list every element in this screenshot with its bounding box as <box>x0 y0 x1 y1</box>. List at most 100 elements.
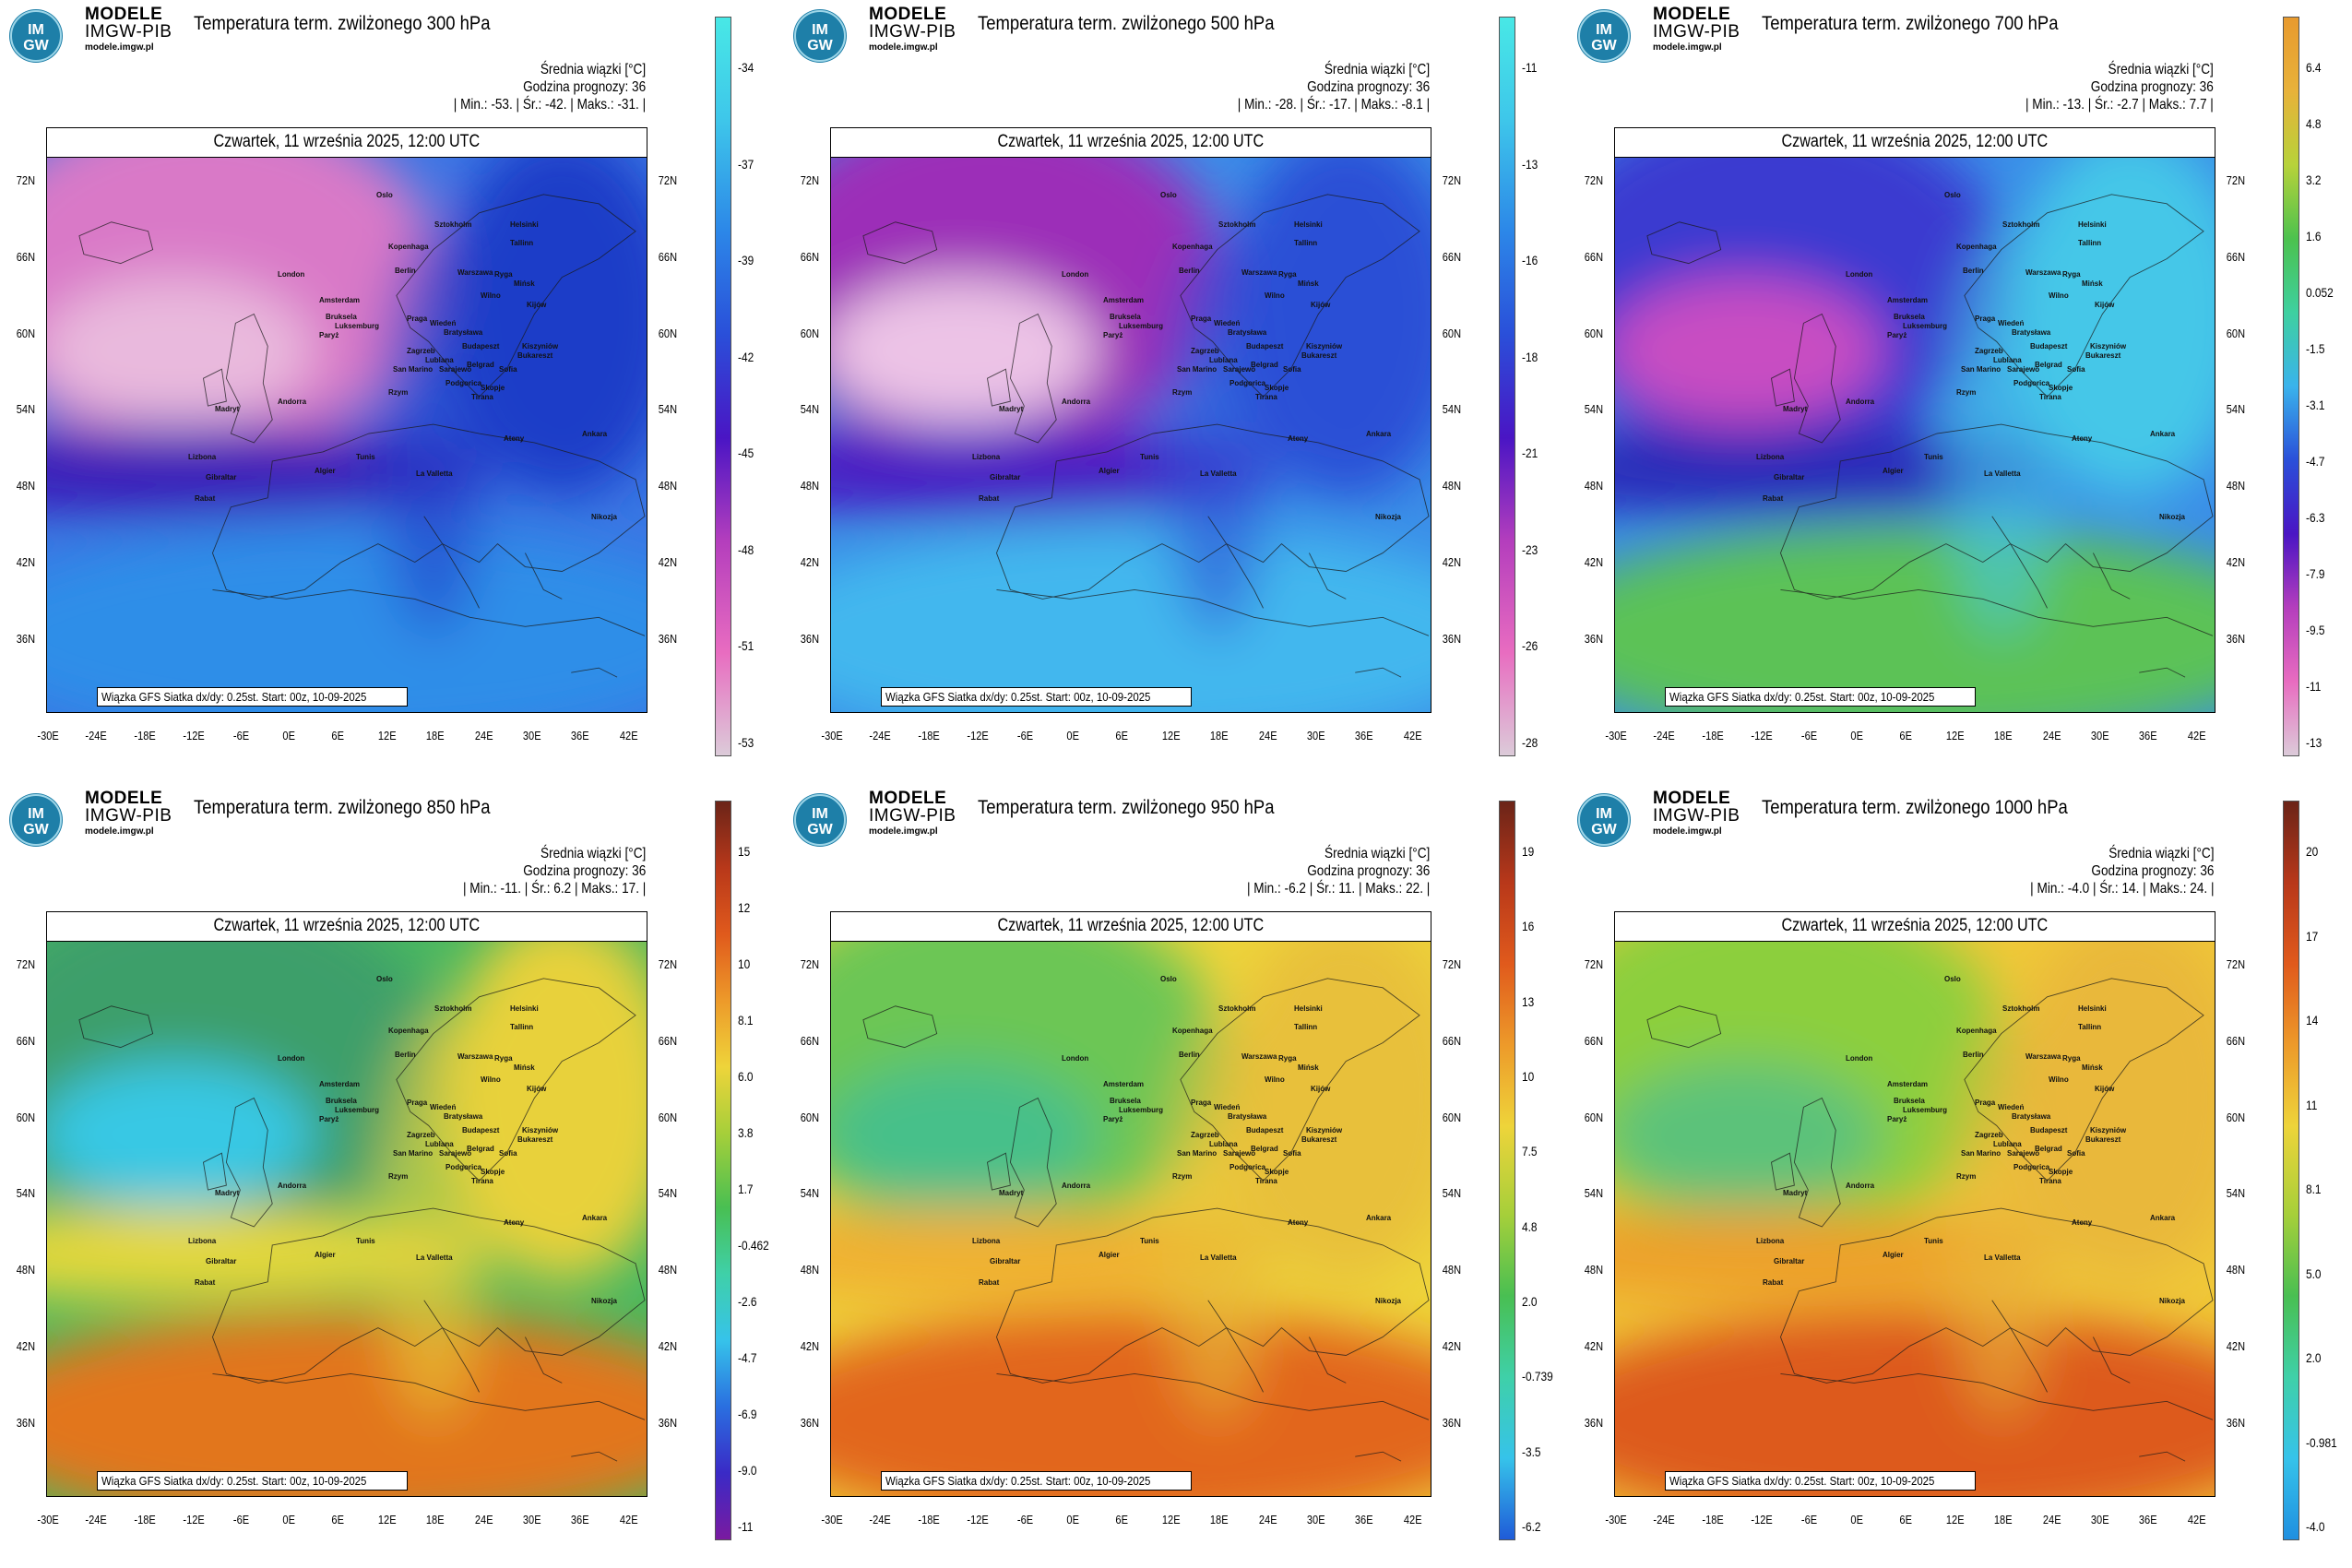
temperature-field <box>1615 942 2215 1496</box>
city-label: Budapeszt <box>462 1126 500 1134</box>
colorbar-tick: -13 <box>1522 156 1538 172</box>
longitude-label: 24E <box>474 1513 493 1526</box>
longitude-label: 42E <box>2187 1513 2206 1526</box>
brand-url[interactable]: modele.imgw.pl <box>85 826 154 837</box>
latitude-label-left: 42N <box>800 555 820 569</box>
city-label: Belgrad <box>467 1145 494 1153</box>
brand-url[interactable]: modele.imgw.pl <box>1653 826 1722 837</box>
latitude-label-right: 66N <box>2226 1034 2246 1048</box>
city-label: Madryt <box>215 405 240 413</box>
colorbar-tick: -3.1 <box>2306 398 2325 412</box>
latitude-label-right: 60N <box>1442 1111 1462 1124</box>
brand-url[interactable]: modele.imgw.pl <box>869 826 938 837</box>
city-label: Bratysława <box>1228 1112 1267 1121</box>
city-label: Rabat <box>1763 1278 1784 1287</box>
city-label: Mińsk <box>1298 1063 1319 1072</box>
city-label: Algier <box>315 467 336 475</box>
longitude-label: 12E <box>1945 729 1965 742</box>
city-label: Sarajewo <box>1223 1149 1256 1158</box>
map-area[interactable]: London Amsterdam Bruksela Paryż Luksemburg Os… <box>830 941 1431 1497</box>
city-label: Kijów <box>527 1085 547 1093</box>
longitude-label: 42E <box>619 729 638 742</box>
city-label: Oslo <box>1160 975 1177 983</box>
latitude-label-right: 36N <box>1442 1416 1462 1430</box>
map-area[interactable]: London Amsterdam Bruksela Paryż Luksemburg Os… <box>46 157 647 713</box>
longitude-label: 30E <box>522 1513 541 1526</box>
city-label: Bratysława <box>444 1112 483 1121</box>
colorbar <box>1499 801 1515 1540</box>
city-label: Rzym <box>1172 388 1193 397</box>
stats-block: Średnia wiązki [°C] Godzina prognozy: 36 |… <box>454 61 646 113</box>
latitude-label-right: 54N <box>1442 1186 1462 1200</box>
imgw-logo-icon: IMGW <box>793 9 847 63</box>
city-label: Tirana <box>1255 1177 1277 1185</box>
temperature-field <box>47 942 647 1496</box>
longitude-label: 18E <box>425 1513 445 1526</box>
city-label: Tunis <box>1140 1237 1159 1245</box>
city-label: Helsinki <box>510 220 539 229</box>
map-area[interactable]: London Amsterdam Bruksela Paryż Luksemburg Os… <box>1614 941 2215 1497</box>
city-label: Kiszyniów <box>2090 1126 2127 1134</box>
forecast-hour: Godzina prognozy: 36 <box>522 79 646 95</box>
city-label: Bruksela <box>1110 313 1141 321</box>
city-label: Berlin <box>1963 267 1984 275</box>
city-label: Madryt <box>215 1189 240 1197</box>
longitude-label: 0E <box>1066 729 1079 742</box>
map-area[interactable]: London Amsterdam Bruksela Paryż Luksemburg Os… <box>1614 157 2215 713</box>
city-label: Luksemburg <box>1119 1106 1164 1114</box>
city-label: Zagrzeb <box>1975 1131 2003 1139</box>
longitude-label: 6E <box>1899 729 1912 742</box>
imgw-logo-icon: IMGW <box>793 793 847 847</box>
city-label: Kijów <box>1311 1085 1331 1093</box>
city-label: Bratysława <box>2012 1112 2051 1121</box>
latitude-label-left: 66N <box>1584 250 1604 264</box>
date-header: Czwartek, 11 września 2025, 12:00 UTC <box>830 127 1431 157</box>
longitude-label: -6E <box>1800 1513 1818 1526</box>
city-label: Skopje <box>1265 384 1289 392</box>
date-header: Czwartek, 11 września 2025, 12:00 UTC <box>46 127 647 157</box>
city-label: Kiszyniów <box>1306 1126 1343 1134</box>
colorbar-tick: -21 <box>1522 445 1538 461</box>
longitude-label: -12E <box>1751 729 1773 742</box>
imgw-logo-icon: IMGW <box>1577 793 1631 847</box>
longitude-label: -18E <box>918 1513 940 1526</box>
city-label: Praga <box>1975 315 1996 323</box>
longitude-label: 42E <box>619 1513 638 1526</box>
temperature-field <box>47 158 647 712</box>
brand-url[interactable]: modele.imgw.pl <box>85 42 154 53</box>
longitude-label: 12E <box>377 1513 397 1526</box>
latitude-label-right: 54N <box>658 1186 678 1200</box>
brand-url[interactable]: modele.imgw.pl <box>869 42 938 53</box>
city-label: Lizbona <box>972 453 1001 461</box>
latitude-label-right: 72N <box>658 957 678 971</box>
forecast-hour: Godzina prognozy: 36 <box>522 863 646 879</box>
map-area[interactable]: London Amsterdam Bruksela Paryż Luksemburg Os… <box>830 157 1431 713</box>
city-label: Kijów <box>2095 1085 2115 1093</box>
temperature-field <box>831 158 1431 712</box>
city-label: Helsinki <box>2078 1004 2107 1013</box>
brand-url[interactable]: modele.imgw.pl <box>1653 42 1722 53</box>
longitude-label: 6E <box>1115 1513 1128 1526</box>
latitude-label-left: 36N <box>800 1416 820 1430</box>
city-label: Sarajewo <box>1223 365 1256 374</box>
city-label: Rabat <box>979 1278 1000 1287</box>
map-panel: IM GW MODELE IMGW-PIB modele.imgw.pl Temperat… <box>0 784 784 1568</box>
city-label: Wilno <box>2049 291 2069 300</box>
city-label: Tunis <box>356 453 375 461</box>
date-text: Czwartek, 11 września 2025, 12:00 UTC <box>213 132 481 151</box>
map-area[interactable]: London Amsterdam Bruksela Paryż Luksemburg Os… <box>46 941 647 1497</box>
latitude-label-right: 48N <box>2226 479 2246 493</box>
longitude-label: -6E <box>232 729 250 742</box>
colorbar-tick: 2.0 <box>1522 1294 1538 1309</box>
subtitle: Średnia wiązki [°C] <box>540 62 646 77</box>
model-footer: Wiązka GFS Siatka dx/dy: 0.25st. Start: … <box>881 687 1192 707</box>
city-label: Ryga <box>1278 1054 1297 1063</box>
colorbar-tick: 11 <box>2306 1097 2318 1112</box>
city-label: London <box>1846 1054 1873 1063</box>
city-label: Belgrad <box>1251 361 1278 369</box>
stats-block: Średnia wiązki [°C] Godzina prognozy: 36 |… <box>1238 61 1430 113</box>
city-label: Wiedeń <box>1214 1103 1241 1111</box>
latitude-label-left: 54N <box>16 402 36 416</box>
colorbar-tick: -6.9 <box>738 1407 757 1421</box>
logo-text-bottom: GW <box>23 822 49 837</box>
